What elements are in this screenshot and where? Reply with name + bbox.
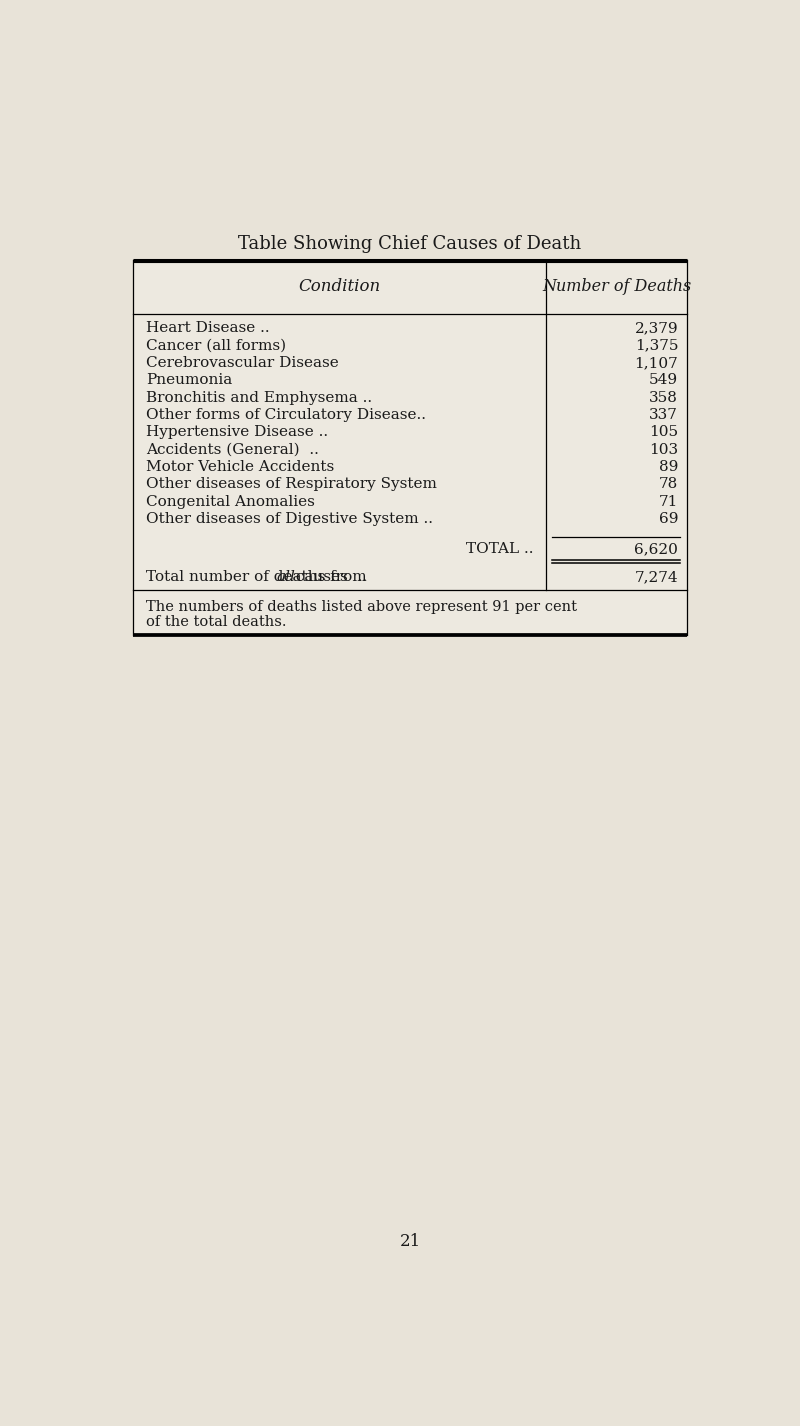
Text: Accidents (General)  ..: Accidents (General) .. [146, 442, 319, 456]
Text: Cancer (all forms): Cancer (all forms) [146, 339, 286, 352]
Text: Hypertensive Disease ..: Hypertensive Disease .. [146, 425, 329, 439]
Text: 71: 71 [658, 495, 678, 509]
Text: Cerebrovascular Disease: Cerebrovascular Disease [146, 356, 339, 369]
Text: The numbers of deaths listed above represent 91 per cent: The numbers of deaths listed above repre… [146, 600, 578, 615]
Text: TOTAL ..: TOTAL .. [466, 542, 534, 556]
Text: 105: 105 [649, 425, 678, 439]
Text: 6,620: 6,620 [634, 542, 678, 556]
Text: Table Showing Chief Causes of Death: Table Showing Chief Causes of Death [238, 235, 582, 254]
Text: Heart Disease ..: Heart Disease .. [146, 321, 270, 335]
Text: Other diseases of Digestive System ..: Other diseases of Digestive System .. [146, 512, 434, 526]
Text: 89: 89 [658, 461, 678, 473]
Text: 1,375: 1,375 [634, 339, 678, 352]
Text: Other forms of Circulatory Disease..: Other forms of Circulatory Disease.. [146, 408, 426, 422]
Text: 103: 103 [649, 442, 678, 456]
Text: Total number of deaths from: Total number of deaths from [146, 570, 372, 585]
Text: 2,379: 2,379 [634, 321, 678, 335]
Text: 69: 69 [658, 512, 678, 526]
Bar [133, 260, 687, 635]
Text: causes  ..: causes .. [290, 570, 366, 585]
Text: Pneumonia: Pneumonia [146, 374, 233, 388]
Text: 21: 21 [399, 1233, 421, 1251]
Text: Condition: Condition [298, 278, 380, 295]
Text: Other diseases of Respiratory System: Other diseases of Respiratory System [146, 478, 438, 492]
Text: 1,107: 1,107 [634, 356, 678, 369]
Text: of the total deaths.: of the total deaths. [146, 616, 287, 629]
Text: Congenital Anomalies: Congenital Anomalies [146, 495, 315, 509]
Text: all: all [277, 570, 295, 585]
Text: 7,274: 7,274 [634, 570, 678, 585]
Text: 337: 337 [650, 408, 678, 422]
Text: 78: 78 [659, 478, 678, 492]
Text: Bronchitis and Emphysema ..: Bronchitis and Emphysema .. [146, 391, 373, 405]
Text: 549: 549 [649, 374, 678, 388]
Text: Motor Vehicle Accidents: Motor Vehicle Accidents [146, 461, 334, 473]
Text: Number of Deaths: Number of Deaths [542, 278, 691, 295]
Text: 358: 358 [650, 391, 678, 405]
